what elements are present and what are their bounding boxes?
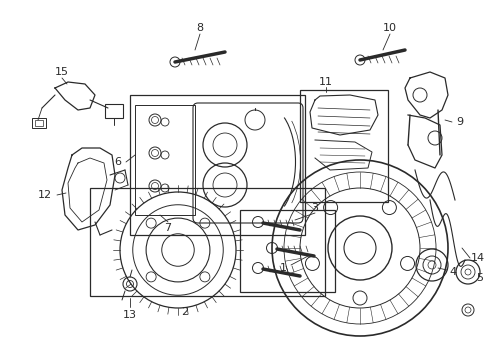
Text: 10: 10 [383,23,397,33]
Bar [90,188,325,296]
Text: 2: 2 [181,307,189,317]
Text: 13: 13 [123,310,137,320]
Text: 4: 4 [449,267,457,277]
Text: 12: 12 [38,190,52,200]
Bar [32,118,46,128]
Bar [135,105,195,215]
Text: 8: 8 [196,23,203,33]
Bar [130,95,305,235]
Text: 6: 6 [115,157,122,167]
Text: 14: 14 [471,253,485,263]
Text: 7: 7 [165,223,172,233]
Bar [240,210,335,292]
Text: 15: 15 [55,67,69,77]
Bar [35,120,43,126]
Text: 11: 11 [319,77,333,87]
Text: 1: 1 [279,263,287,273]
Text: 3: 3 [312,203,318,213]
Bar [300,90,388,202]
Text: 9: 9 [457,117,464,127]
Text: 5: 5 [476,273,484,283]
Bar [105,104,123,118]
